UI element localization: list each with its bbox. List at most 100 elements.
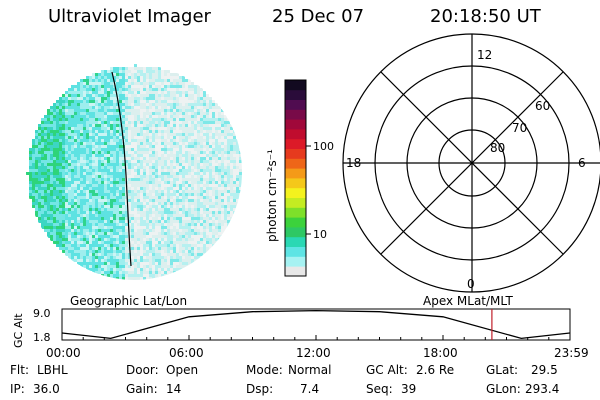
image-pixel (140, 118, 143, 121)
image-pixel (62, 208, 65, 211)
image-pixel (92, 130, 95, 133)
image-pixel (209, 202, 212, 205)
image-pixel (137, 220, 140, 223)
image-pixel (44, 169, 47, 172)
image-pixel (209, 121, 212, 124)
image-pixel (95, 262, 98, 265)
image-pixel (104, 109, 107, 112)
image-pixel (89, 226, 92, 229)
image-pixel (170, 73, 173, 76)
image-pixel (101, 85, 104, 88)
image-pixel (230, 166, 233, 169)
image-pixel (173, 262, 176, 265)
image-pixel (47, 229, 50, 232)
image-pixel (218, 172, 221, 175)
image-pixel (119, 136, 122, 139)
image-pixel (113, 124, 116, 127)
image-pixel (170, 256, 173, 259)
image-pixel (86, 208, 89, 211)
image-pixel (137, 268, 140, 271)
image-pixel (35, 205, 38, 208)
image-pixel (125, 154, 128, 157)
image-pixel (131, 277, 134, 280)
image-pixel (182, 124, 185, 127)
image-pixel (80, 115, 83, 118)
image-pixel (95, 268, 98, 271)
image-pixel (203, 178, 206, 181)
image-pixel (227, 217, 230, 220)
image-pixel (74, 172, 77, 175)
image-pixel (107, 91, 110, 94)
image-pixel (224, 166, 227, 169)
image-pixel (191, 94, 194, 97)
image-pixel (71, 196, 74, 199)
image-pixel (32, 205, 35, 208)
image-pixel (77, 139, 80, 142)
image-pixel (140, 88, 143, 91)
image-pixel (86, 190, 89, 193)
image-pixel (125, 85, 128, 88)
image-pixel (38, 172, 41, 175)
image-pixel (170, 124, 173, 127)
image-pixel (176, 175, 179, 178)
image-pixel (74, 160, 77, 163)
glat-value: 29.5 (531, 363, 558, 377)
image-pixel (152, 265, 155, 268)
image-pixel (65, 136, 68, 139)
image-pixel (170, 184, 173, 187)
image-pixel (146, 190, 149, 193)
image-pixel (119, 268, 122, 271)
image-pixel (236, 151, 239, 154)
image-pixel (65, 154, 68, 157)
image-pixel (161, 121, 164, 124)
image-pixel (107, 226, 110, 229)
image-pixel (77, 217, 80, 220)
image-pixel (113, 235, 116, 238)
image-pixel (95, 136, 98, 139)
image-pixel (155, 265, 158, 268)
image-pixel (113, 139, 116, 142)
image-pixel (170, 97, 173, 100)
image-pixel (89, 154, 92, 157)
image-pixel (92, 244, 95, 247)
image-pixel (140, 151, 143, 154)
image-pixel (113, 172, 116, 175)
image-pixel (137, 199, 140, 202)
image-pixel (188, 208, 191, 211)
image-pixel (155, 121, 158, 124)
image-pixel (128, 88, 131, 91)
image-pixel (89, 106, 92, 109)
image-pixel (161, 130, 164, 133)
image-pixel (176, 259, 179, 262)
image-pixel (56, 178, 59, 181)
image-pixel (113, 145, 116, 148)
image-pixel (50, 190, 53, 193)
image-pixel (86, 142, 89, 145)
image-pixel (215, 148, 218, 151)
image-pixel (170, 190, 173, 193)
image-pixel (203, 238, 206, 241)
image-pixel (107, 106, 110, 109)
image-pixel (167, 190, 170, 193)
image-pixel (65, 166, 68, 169)
image-pixel (197, 88, 200, 91)
image-pixel (119, 124, 122, 127)
image-pixel (32, 160, 35, 163)
image-pixel (74, 199, 77, 202)
image-pixel (146, 130, 149, 133)
image-pixel (146, 202, 149, 205)
image-pixel (182, 193, 185, 196)
image-pixel (35, 148, 38, 151)
image-pixel (167, 211, 170, 214)
image-pixel (164, 190, 167, 193)
image-pixel (137, 181, 140, 184)
image-pixel (83, 112, 86, 115)
image-pixel (56, 238, 59, 241)
image-pixel (146, 91, 149, 94)
image-pixel (92, 232, 95, 235)
image-pixel (212, 136, 215, 139)
image-pixel (137, 112, 140, 115)
image-pixel (113, 190, 116, 193)
image-pixel (122, 196, 125, 199)
image-pixel (194, 196, 197, 199)
